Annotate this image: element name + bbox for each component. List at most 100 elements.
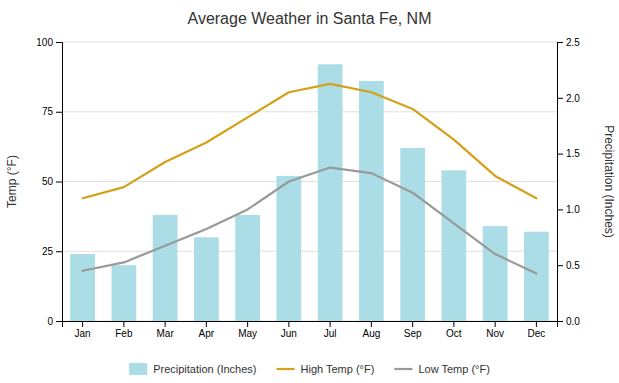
x-tick-label: Jul (324, 328, 337, 339)
y2-tick-label: 0.0 (566, 316, 580, 327)
title: Average Weather in Santa Fe, NM (188, 10, 432, 27)
grid-line (62, 181, 557, 182)
y2-tick-mark (557, 98, 563, 99)
x-tick: Jul (324, 321, 337, 339)
x-tick-label: Apr (199, 328, 215, 339)
x-tick: Dec (527, 321, 545, 339)
x-tick-label: Feb (115, 328, 133, 339)
legend-label: High Temp (°F) (301, 363, 375, 375)
x-tick-mark (123, 321, 124, 327)
legend-swatch (394, 368, 412, 370)
legend-swatch (129, 363, 147, 375)
y2-tick-label: 2.5 (566, 37, 580, 48)
legend-swatch (277, 368, 295, 370)
y-tick-mark (56, 251, 62, 252)
y-tick: 100 (36, 37, 62, 48)
y-tick: 50 (42, 176, 62, 187)
x-tick: Nov (486, 321, 504, 339)
x-tick: May (238, 321, 257, 339)
bar (359, 81, 384, 321)
y-tick: 25 (42, 246, 62, 257)
bar (194, 237, 219, 321)
x-tick: Jun (281, 321, 297, 339)
y-tick-mark (56, 182, 62, 183)
x-tick-label: Sep (404, 328, 422, 339)
x-tick-mark (206, 321, 207, 327)
y2-tick-mark (557, 42, 563, 43)
legend-label: Low Temp (°F) (418, 363, 489, 375)
x-tick-mark (453, 321, 454, 327)
x-tick-mark (247, 321, 248, 327)
x-tick-mark (82, 321, 83, 327)
y2-tick: 2.0 (557, 93, 580, 104)
x-tick-mark (330, 321, 331, 327)
line (83, 168, 537, 274)
bar (483, 226, 508, 321)
x-tick-label: Jan (75, 328, 91, 339)
y-axis-line (56, 43, 63, 322)
x-tick: Jan (75, 321, 91, 339)
y-tick-mark (56, 42, 62, 43)
x-tick-mark (536, 321, 537, 327)
y-tick: 0 (47, 316, 62, 327)
bar (277, 176, 302, 321)
x-tick-label: Dec (527, 328, 545, 339)
bar (112, 265, 137, 321)
x-tick: Aug (362, 321, 380, 339)
grid-line (62, 111, 557, 112)
y2-tick: 0.5 (557, 260, 580, 271)
bar (235, 215, 260, 321)
grid (62, 42, 557, 321)
x-tick-label: Oct (446, 328, 462, 339)
legend-label: Precipitation (Inches) (153, 363, 256, 375)
y2-tick-label: 1.0 (566, 204, 580, 215)
chart: Jan Feb Mar Apr May Jun Jul Aug Sep Oct Nov Dec 0 25 5… (0, 0, 619, 383)
y2-tick-mark (557, 209, 563, 210)
plot-area: Jan Feb Mar Apr May Jun Jul Aug Sep Oct Nov Dec 0 25 5… (36, 37, 580, 339)
bar (318, 64, 343, 321)
bar (524, 232, 549, 321)
x-tick-mark (165, 321, 166, 327)
y-tick-label: 25 (42, 246, 54, 257)
bar (70, 254, 95, 321)
y2-tick-mark (557, 265, 563, 266)
y2-axis-line (558, 43, 564, 322)
bar-series (70, 64, 549, 321)
legend-item: Precipitation (Inches) (129, 363, 256, 375)
marks (70, 64, 549, 321)
x-axis: Jan Feb Mar Apr May Jun Jul Aug Sep Oct Nov Dec (63, 321, 558, 339)
grid-line (62, 42, 557, 43)
y2-tick: 1.5 (557, 148, 580, 159)
x-axis-line (63, 322, 558, 328)
y2-tick: 0.0 (557, 316, 580, 327)
x-tick: Sep (404, 321, 422, 339)
x-tick-label: May (238, 328, 257, 339)
bar (153, 215, 178, 321)
x-tick-label: Mar (157, 328, 175, 339)
line (83, 84, 537, 198)
y-tick-label: 50 (42, 176, 54, 187)
y-tick-label: 75 (42, 106, 54, 117)
y2-axis: 0.0 0.5 1.0 1.5 2.0 2.5 (557, 37, 580, 327)
bar (442, 170, 467, 321)
y2-tick: 1.0 (557, 204, 580, 215)
y2-tick-label: 2.0 (566, 93, 580, 104)
y2-tick-mark (557, 154, 563, 155)
y2-tick-label: 1.5 (566, 148, 580, 159)
x-tick: Mar (157, 321, 175, 339)
y-axis-title: Temp (°F) (5, 155, 19, 208)
y-tick: 75 (42, 106, 62, 117)
x-tick: Apr (199, 321, 215, 339)
legend-item: High Temp (°F) (277, 363, 375, 375)
y-tick-label: 0 (47, 316, 53, 327)
x-tick-mark (495, 321, 496, 327)
y2-tick-label: 0.5 (566, 260, 580, 271)
x-tick-mark (412, 321, 413, 327)
x-tick-mark (371, 321, 372, 327)
x-tick-label: Jun (281, 328, 297, 339)
legend: Precipitation (Inches) High Temp (°F) Low … (129, 363, 490, 375)
bar (400, 148, 425, 321)
x-tick: Oct (446, 321, 462, 339)
y2-tick-mark (557, 321, 563, 322)
x-tick: Feb (115, 321, 133, 339)
